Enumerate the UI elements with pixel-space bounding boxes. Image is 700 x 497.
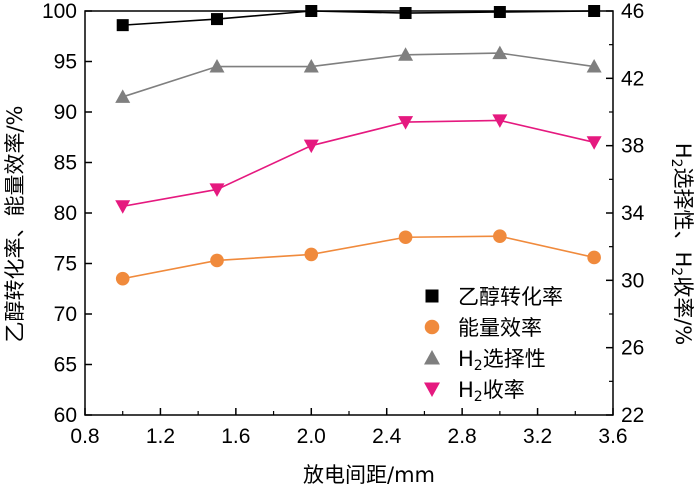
series-2 (115, 229, 601, 286)
data-point (586, 59, 602, 73)
legend-label: 能量效率 (458, 316, 542, 340)
data-point (492, 45, 508, 60)
series-line (122, 52, 595, 98)
x-tick-label: 1.6 (221, 425, 250, 448)
y-left-tick-label: 100 (42, 0, 77, 23)
data-point (303, 139, 319, 154)
y-left-tick-label: 75 (54, 253, 77, 276)
y-right-tick-label: 46 (621, 0, 644, 23)
y-right-tick-label: 34 (621, 202, 645, 225)
x-tick-label: 0.8 (70, 425, 99, 448)
series-layer (115, 5, 602, 286)
series-1 (116, 5, 601, 32)
data-point (305, 5, 318, 17)
data-point (209, 183, 225, 197)
data-point (398, 47, 414, 61)
y-right-tick-label: 42 (621, 67, 644, 90)
data-point (493, 229, 507, 244)
data-point (116, 19, 129, 32)
series-line (122, 235, 595, 280)
legend-label: H2收率 (458, 378, 525, 405)
data-point (586, 136, 602, 150)
y-left-tick-label: 90 (54, 101, 77, 124)
data-point (209, 59, 225, 73)
legend-label: 乙醇转化率 (458, 285, 563, 309)
series-3 (115, 45, 602, 103)
legend-item: 能量效率 (424, 316, 542, 340)
legend-item: H2选择性 (424, 347, 546, 374)
data-point (303, 59, 319, 73)
y-right-axis-title: H2选择性、H2收率/% (668, 143, 695, 345)
data-point (115, 89, 131, 103)
legend-marker (424, 382, 440, 397)
y-left-tick-label: 80 (54, 202, 77, 225)
x-tick-label: 2.8 (448, 425, 477, 448)
data-point (398, 230, 413, 245)
legend-marker (424, 319, 440, 335)
x-tick-label: 1.2 (146, 425, 175, 448)
data-point (211, 13, 223, 26)
data-point (587, 250, 601, 265)
y-left-tick-label: 95 (54, 51, 77, 74)
data-point (398, 116, 414, 130)
y-right-tick-label: 38 (621, 135, 644, 158)
data-point (115, 271, 130, 286)
x-tick-label: 3.6 (598, 425, 627, 448)
y-left-tick-label: 70 (54, 303, 77, 326)
x-tick-label: 2.0 (297, 425, 326, 448)
legend-label: H2选择性 (458, 347, 546, 374)
x-tick-label: 2.4 (372, 425, 402, 448)
y-right-axis-ticks: 22 26 30 34 38 42 46 (606, 0, 645, 427)
series-4 (115, 114, 602, 214)
legend-item: H2收率 (424, 378, 525, 405)
y-left-tick-label: 85 (54, 152, 77, 175)
y-left-axis-title: 乙醇转化率、能量效率/% (3, 105, 27, 342)
x-tick-label: 3.2 (523, 425, 552, 448)
y-right-tick-label: 26 (621, 337, 644, 360)
data-point (210, 253, 224, 268)
x-axis-title: 放电间距/mm (303, 463, 435, 487)
data-point (588, 5, 601, 17)
data-point (304, 247, 319, 262)
data-point (493, 6, 506, 19)
y-left-axis-ticks: 60 65 70 75 80 85 90 95 100 (42, 0, 92, 427)
x-axis-ticks: 0.8 1.2 1.6 2.0 2.4 2.8 3.2 3.6 (70, 408, 628, 448)
data-point (115, 200, 131, 214)
y-left-tick-label: 65 (54, 354, 77, 377)
legend-marker (425, 289, 439, 303)
data-point (492, 114, 508, 128)
legend-marker (424, 350, 440, 365)
y-right-tick-label: 22 (621, 404, 644, 427)
series-line (122, 10, 595, 26)
legend-item: 乙醇转化率 (425, 285, 563, 309)
y-left-tick-label: 60 (54, 404, 77, 427)
series-line (122, 119, 595, 208)
data-point (399, 7, 412, 20)
y-right-tick-label: 30 (621, 269, 644, 292)
